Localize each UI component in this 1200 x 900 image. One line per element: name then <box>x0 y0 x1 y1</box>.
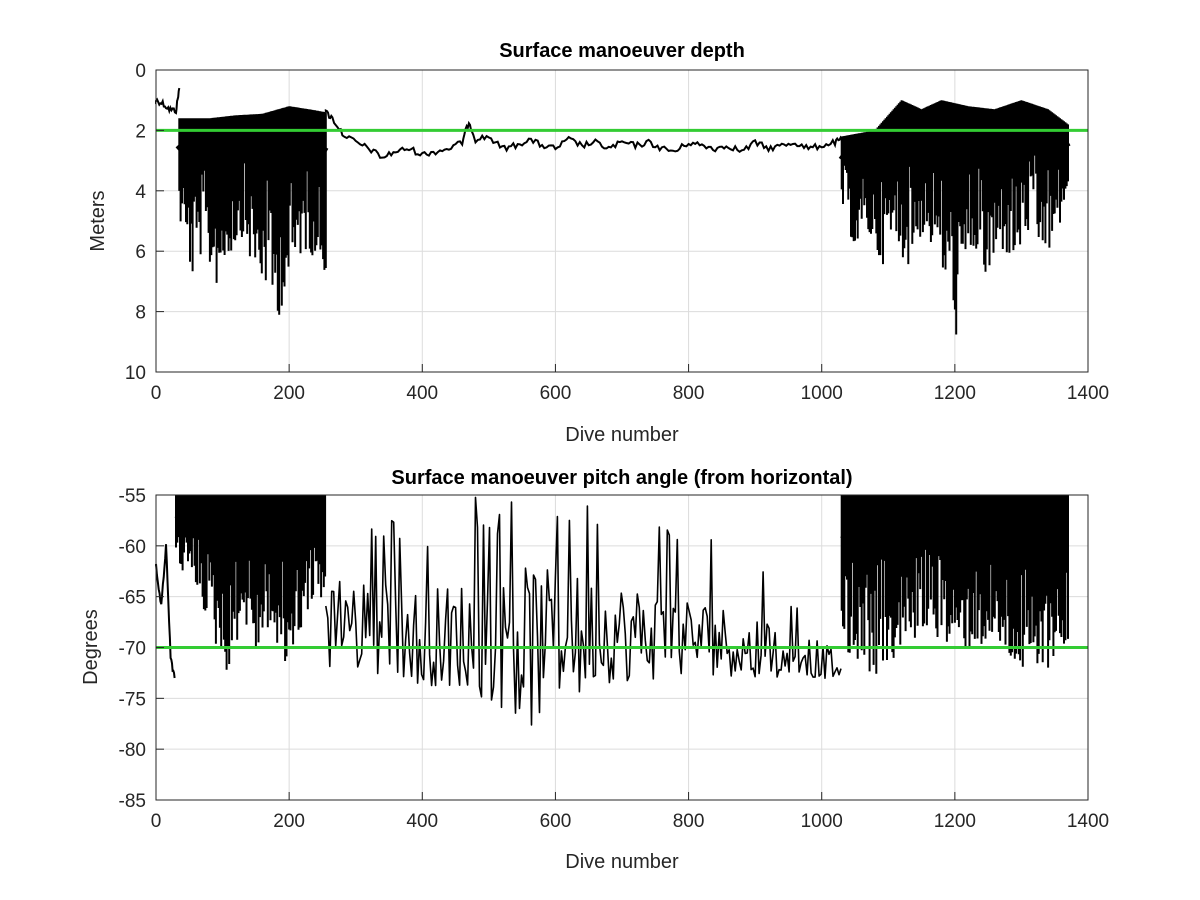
pitch-y-tick-label: -75 <box>119 689 146 710</box>
pitch-y-tick-label: -85 <box>119 791 146 812</box>
pitch-y-tick-label: -55 <box>119 486 146 507</box>
pitch-ticks: 0 200 400 600 800 1000 1200 1400 -55 -60 -65 -70 -75… <box>119 486 1110 832</box>
depth-x-tick-label: 0 <box>151 383 162 404</box>
depth-x-tick-label: 200 <box>273 383 305 404</box>
depth-y-tick-label: 2 <box>135 121 146 142</box>
depth-ticks: 0 200 400 600 800 1000 1200 1400 0 2 4 6 8 10 <box>125 61 1109 404</box>
pitch-dense-band <box>175 495 327 670</box>
depth-band-core <box>175 139 329 170</box>
depth-trend-segment <box>155 87 181 115</box>
depth-axes-frame <box>155 69 1089 373</box>
depth-x-tick-label: 1000 <box>801 383 843 404</box>
pitch-trend-segment <box>155 544 176 679</box>
pitch-x-tick-label: 200 <box>273 811 305 832</box>
depth-y-tick-label: 10 <box>125 363 146 384</box>
depth-x-tick-label: 1400 <box>1067 383 1109 404</box>
depth-y-tick-label: 6 <box>135 242 146 263</box>
depth-y-axis-label: Meters <box>87 190 109 251</box>
depth-x-tick-label: 600 <box>540 383 572 404</box>
pitch-x-axis-label: Dive number <box>565 851 679 873</box>
pitch-chart: 0 200 400 600 800 1000 1200 1400 -55 -60 -65 -70 -75… <box>80 467 1109 873</box>
pitch-band-core <box>840 523 1069 549</box>
pitch-y-axis-label: Degrees <box>80 609 102 685</box>
pitch-y-tick-label: -80 <box>119 740 146 761</box>
depth-trend-segment <box>324 108 843 159</box>
pitch-band-core <box>174 507 326 548</box>
depth-title: Surface manoeuver depth <box>499 40 745 62</box>
depth-series <box>155 87 1071 335</box>
depth-band-core <box>838 130 1071 171</box>
pitch-x-tick-label: 400 <box>406 811 438 832</box>
pitch-x-tick-label: 0 <box>151 811 162 832</box>
depth-y-tick-label: 0 <box>135 61 146 82</box>
depth-y-tick-label: 8 <box>135 303 146 324</box>
depth-y-tick-label: 4 <box>135 182 146 203</box>
pitch-y-tick-label: -60 <box>119 537 146 558</box>
depth-x-tick-label: 1200 <box>934 383 976 404</box>
pitch-y-tick-label: -65 <box>119 588 146 609</box>
depth-x-tick-label: 400 <box>406 383 438 404</box>
depth-x-tick-label: 800 <box>673 383 705 404</box>
depth-dense-band <box>840 100 1069 335</box>
pitch-x-tick-label: 800 <box>673 811 705 832</box>
pitch-series <box>155 495 1069 726</box>
pitch-x-tick-label: 600 <box>540 811 572 832</box>
depth-chart: 0 200 400 600 800 1000 1200 1400 0 2 4 6 8 10 Surface… <box>87 40 1109 446</box>
pitch-x-tick-label: 1000 <box>801 811 843 832</box>
depth-x-axis-label: Dive number <box>565 424 679 446</box>
pitch-x-tick-label: 1400 <box>1067 811 1109 832</box>
pitch-y-tick-label: -70 <box>119 639 146 660</box>
pitch-x-tick-label: 1200 <box>934 811 976 832</box>
pitch-title: Surface manoeuver pitch angle (from hori… <box>391 467 852 489</box>
pitch-oscillating-series <box>325 496 842 726</box>
